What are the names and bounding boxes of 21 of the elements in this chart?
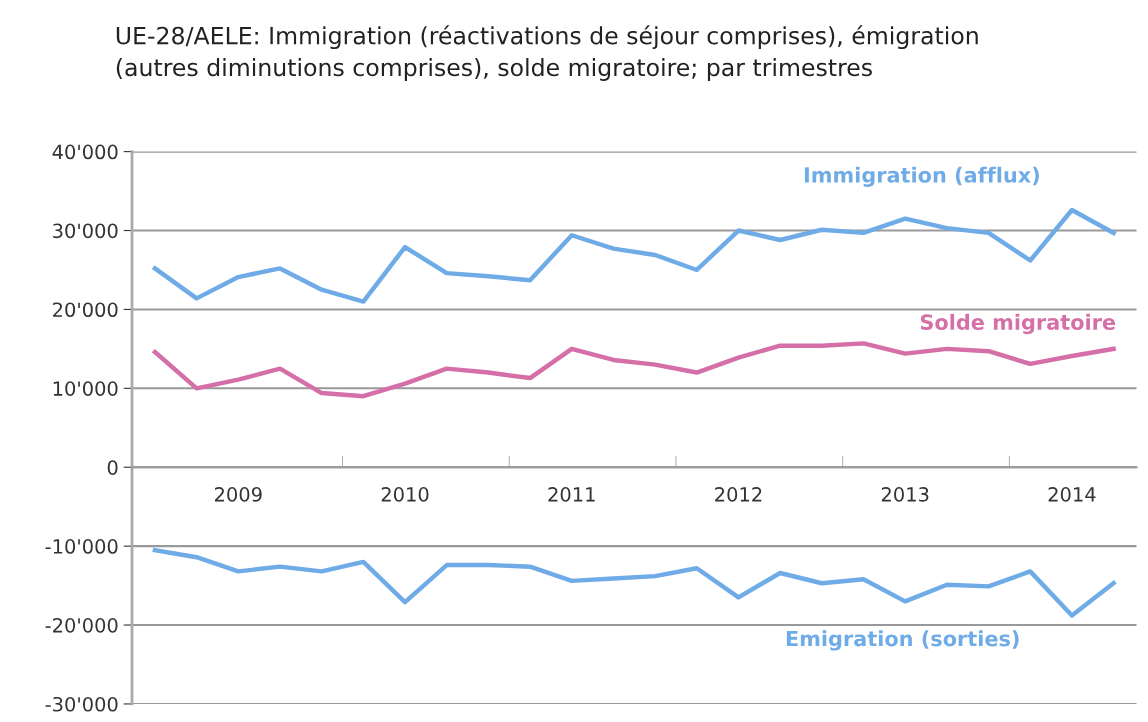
y-tick-label: -10'000: [45, 539, 118, 554]
x-tick-label: 2012: [715, 487, 762, 502]
line-series: [152, 547, 1116, 618]
series-label: Immigration (afflux): [804, 166, 1039, 188]
y-tick-label: 40'000: [52, 144, 118, 160]
x-tick-label: 2013: [881, 487, 929, 502]
y-tick-label: 20'000: [53, 302, 118, 318]
line-series: [152, 207, 1116, 304]
x-tick-label: 2010: [381, 487, 429, 502]
x-tick-label: 2009: [214, 487, 262, 502]
y-tick-label: 10'000: [53, 381, 118, 396]
y-tick-label: -20'000: [45, 618, 118, 633]
y-tick-label: 0: [107, 460, 118, 475]
y-tick-label: -30'000: [45, 696, 118, 712]
line-series: [152, 341, 1116, 399]
series-label: Solde migratoire: [920, 313, 1116, 335]
x-tick-label: 2011: [548, 487, 595, 502]
series-label: Emigration (sorties): [786, 630, 1019, 651]
chart-title: UE-28/AELE: Immigration (réactivations de séjour comprises), émigration (autres diminutions comprises), solde migratoire; par trimestres: [116, 25, 978, 81]
y-tick-label: 30'000: [53, 223, 118, 239]
x-tick-label: 2014: [1048, 487, 1096, 502]
